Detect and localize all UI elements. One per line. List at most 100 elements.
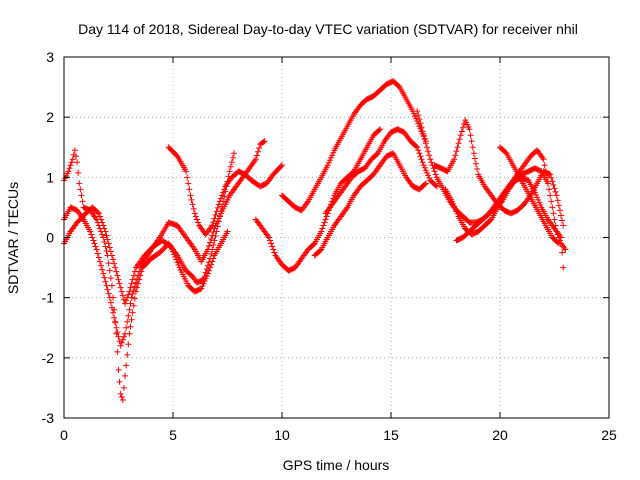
data-point: [466, 126, 473, 133]
data-point: [124, 351, 131, 358]
data-point: [126, 288, 133, 295]
data-point: [117, 284, 124, 291]
data-point: [119, 336, 126, 343]
data-point: [544, 180, 551, 187]
data-point: [108, 282, 115, 289]
data-point: [105, 240, 112, 247]
data-point: [101, 225, 108, 232]
data-point: [192, 213, 199, 220]
data-point: [210, 242, 217, 249]
data-point: [193, 216, 200, 223]
data-point: [419, 128, 426, 135]
grid: [64, 57, 609, 418]
data-point: [256, 145, 263, 152]
data-point: [411, 113, 418, 120]
data-point: [118, 393, 125, 400]
y-tick-label: -2: [42, 350, 55, 366]
data-point: [172, 254, 179, 261]
data-point: [458, 128, 465, 135]
data-point: [325, 159, 332, 166]
data-point: [555, 202, 562, 209]
data-point: [310, 241, 317, 248]
data-point: [66, 165, 73, 172]
data-point: [542, 168, 549, 175]
data-point: [129, 276, 136, 283]
data-point: [123, 324, 130, 331]
data-point: [213, 208, 220, 215]
x-tick-label: 0: [60, 427, 68, 443]
x-tick-label: 25: [601, 427, 617, 443]
data-point: [421, 181, 428, 188]
data-point: [433, 183, 440, 190]
data-point: [184, 174, 191, 181]
data-point: [167, 243, 174, 250]
data-point: [108, 252, 115, 259]
data-point: [558, 212, 565, 219]
data-point: [320, 222, 327, 229]
data-point: [191, 210, 198, 217]
data-point: [116, 378, 123, 385]
data-point: [550, 210, 557, 217]
data-point: [453, 208, 460, 215]
data-point: [96, 213, 103, 220]
y-axis-label: SDTVAR / TECUs: [5, 182, 21, 294]
data-point: [114, 272, 121, 279]
data-point: [126, 306, 133, 313]
data-point: [418, 156, 425, 163]
data-point: [469, 144, 476, 151]
data-point: [183, 168, 190, 175]
data-points: [61, 78, 569, 403]
data-point: [201, 278, 208, 285]
data-point: [99, 219, 106, 226]
data-point: [200, 280, 207, 287]
data-point: [210, 255, 217, 262]
data-point: [453, 148, 460, 155]
data-point: [209, 258, 216, 265]
data-point: [111, 260, 118, 267]
data-point: [326, 157, 333, 164]
data-point: [124, 294, 131, 301]
data-point: [92, 243, 99, 250]
data-point: [72, 153, 79, 160]
data-point: [417, 120, 424, 127]
data-point: [552, 188, 559, 195]
data-point: [328, 154, 335, 161]
data-point: [420, 162, 427, 169]
data-point: [277, 163, 284, 170]
data-point: [130, 287, 137, 294]
data-point: [190, 205, 197, 212]
data-point: [77, 186, 84, 193]
data-point: [78, 192, 85, 199]
data-point: [425, 172, 432, 179]
data-point: [102, 278, 109, 285]
data-point: [208, 251, 215, 258]
data-point: [417, 153, 424, 160]
x-tick-label: 5: [169, 427, 177, 443]
data-point: [261, 138, 268, 145]
data-point: [100, 270, 107, 277]
data-point: [186, 186, 193, 193]
data-point: [102, 228, 109, 235]
data-point: [549, 204, 556, 211]
data-point: [99, 231, 106, 238]
data-point: [253, 152, 260, 159]
series-track-g: [311, 150, 429, 259]
data-point: [79, 198, 86, 205]
data-point: [540, 156, 547, 163]
data-point: [119, 396, 126, 403]
data-point: [127, 284, 134, 291]
data-point: [547, 171, 554, 178]
data-point: [216, 212, 223, 219]
data-point: [112, 264, 119, 271]
data-point: [174, 259, 181, 266]
data-point: [166, 242, 173, 249]
data-point: [115, 333, 122, 340]
data-point: [118, 288, 125, 295]
data-point: [107, 275, 114, 282]
data-point: [118, 339, 125, 346]
data-point: [228, 159, 235, 166]
data-point: [227, 163, 234, 170]
data-point: [226, 168, 233, 175]
data-point: [89, 234, 96, 241]
